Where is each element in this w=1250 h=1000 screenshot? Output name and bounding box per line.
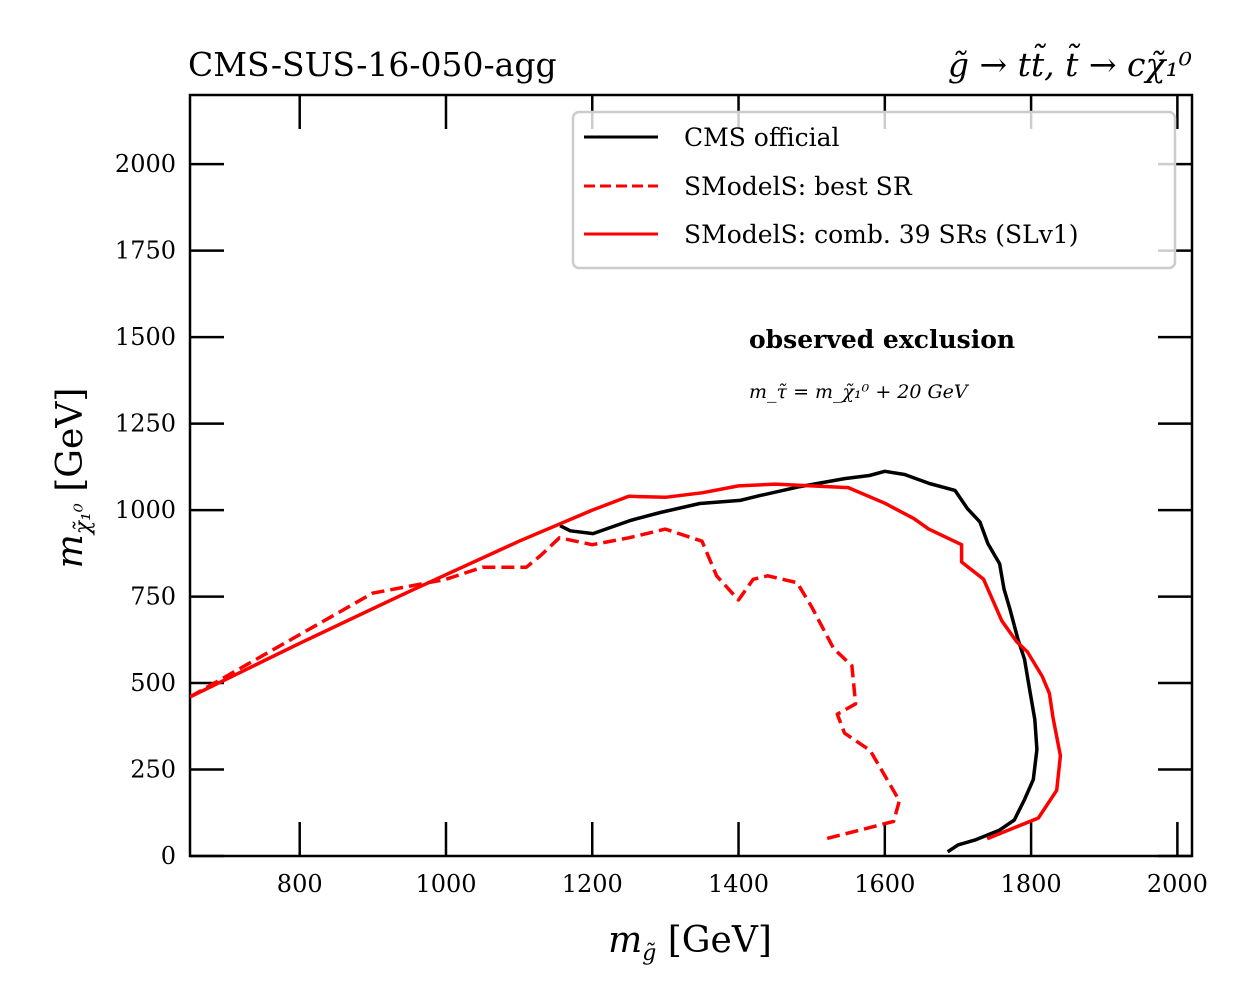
y-tick-label-250: 250 (130, 756, 176, 784)
x-axis-label: mg̃ [GeV] (608, 920, 772, 966)
legend: CMS official SModelS: best SR SModelS: c… (571, 110, 1177, 270)
series-line-comb-srs (190, 482, 1063, 841)
legend-label-cms-official: CMS official (684, 123, 840, 152)
annotation-observed-exclusion: observed exclusion (749, 325, 1015, 354)
legend-box (571, 110, 1177, 270)
y-tick-label-1750: 1750 (115, 237, 176, 265)
y-tick-label-1000: 1000 (115, 496, 176, 524)
series-line-best-sr (190, 527, 902, 841)
legend-label-best-sr: SModelS: best SR (684, 172, 913, 201)
x-tick-label-1000: 1000 (415, 870, 476, 898)
y-tick-labels: 0 250 500 750 1000 1250 1500 1750 2000 (115, 150, 176, 870)
y-tick-label-1250: 1250 (115, 410, 176, 438)
y-tick-label-750: 750 (130, 583, 176, 611)
x-tick-label-1200: 1200 (562, 870, 623, 898)
y-axis-label-main: m (50, 534, 91, 568)
legend-item-comb-srs: SModelS: comb. 39 SRs (SLv1) (584, 220, 1078, 249)
chart-title-right: g̃ → tt̃, t̃ → cχ̃₁⁰ (948, 42, 1192, 84)
plot-frame (188, 93, 1194, 858)
y-tick-label-0: 0 (161, 842, 176, 870)
x-tick-label-1800: 1800 (1001, 870, 1062, 898)
x-tick-label-1400: 1400 (708, 870, 769, 898)
y-tick-label-2000: 2000 (115, 150, 176, 178)
x-axis-label-main: m (608, 920, 642, 961)
chart-title-left: CMS-SUS-16-050-agg (188, 45, 557, 84)
legend-item-best-sr: SModelS: best SR (584, 172, 913, 201)
x-tick-labels: 800 1000 1200 1400 1600 1800 2000 (277, 870, 1208, 898)
series-layer (190, 469, 1063, 854)
y-axis-label: mχ̃₁⁰ [GeV] (50, 388, 96, 569)
x-tick-label-1600: 1600 (854, 870, 915, 898)
legend-label-comb-srs: SModelS: comb. 39 SRs (SLv1) (684, 220, 1078, 249)
y-tick-label-1500: 1500 (115, 323, 176, 351)
x-tick-label-800: 800 (277, 870, 323, 898)
annotation-mass-relation: m_τ̃ = m_χ̃₁⁰ + 20 GeV (749, 381, 970, 403)
y-tick-label-500: 500 (130, 669, 176, 697)
x-axis-label-unit: [GeV] (656, 920, 772, 961)
legend-item-cms-official: CMS official (584, 123, 840, 152)
y-axis-label-unit: [GeV] (50, 388, 91, 504)
y-axis-label-sub: χ̃₁⁰ (71, 503, 96, 536)
x-tick-label-2000: 2000 (1147, 870, 1208, 898)
series-line-cms-official (559, 469, 1039, 854)
x-axis-label-sub: g̃ (642, 941, 656, 966)
